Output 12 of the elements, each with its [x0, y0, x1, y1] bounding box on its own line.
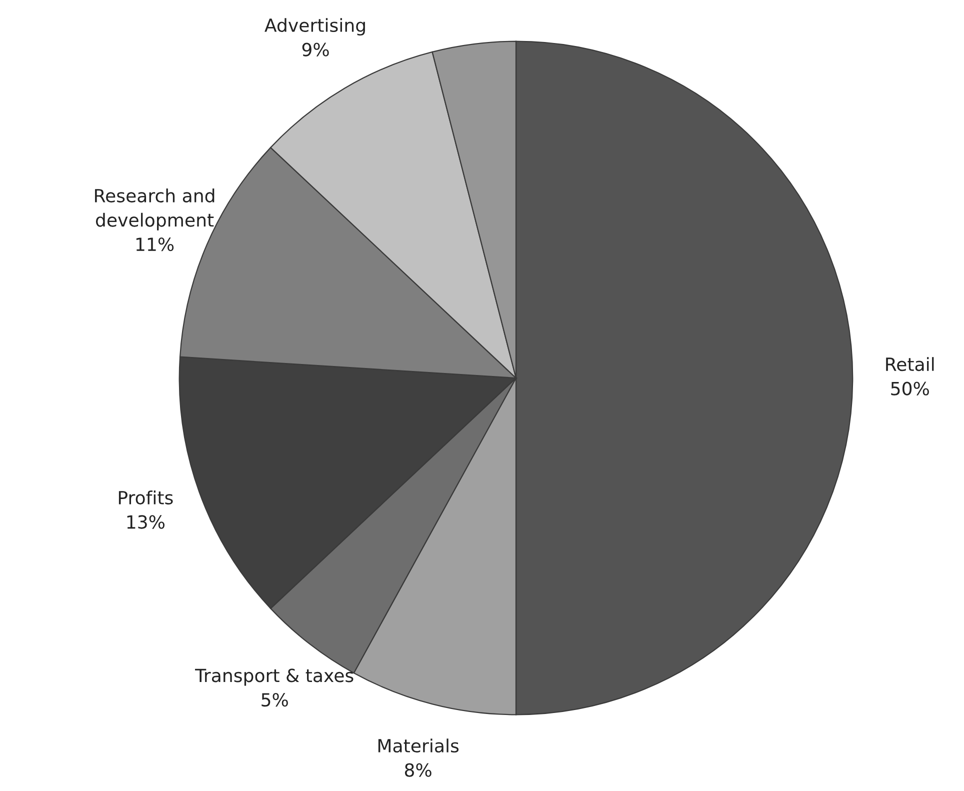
data-label: 11% [136, 237, 174, 252]
data-label: 50% [891, 382, 929, 396]
slice-label: Materials [378, 738, 459, 753]
data-label: 9% [302, 42, 329, 56]
slice-label: Advertising [264, 18, 365, 36]
slice-label: Research and development [95, 188, 214, 230]
slice-label: Profits [118, 490, 173, 504]
data-label: 8% [404, 763, 432, 777]
data-label: 13% [127, 515, 164, 529]
data-label: 5% [262, 692, 288, 707]
slice-label: Retail [886, 357, 934, 372]
slice-label: Transport & taxes [195, 668, 354, 686]
